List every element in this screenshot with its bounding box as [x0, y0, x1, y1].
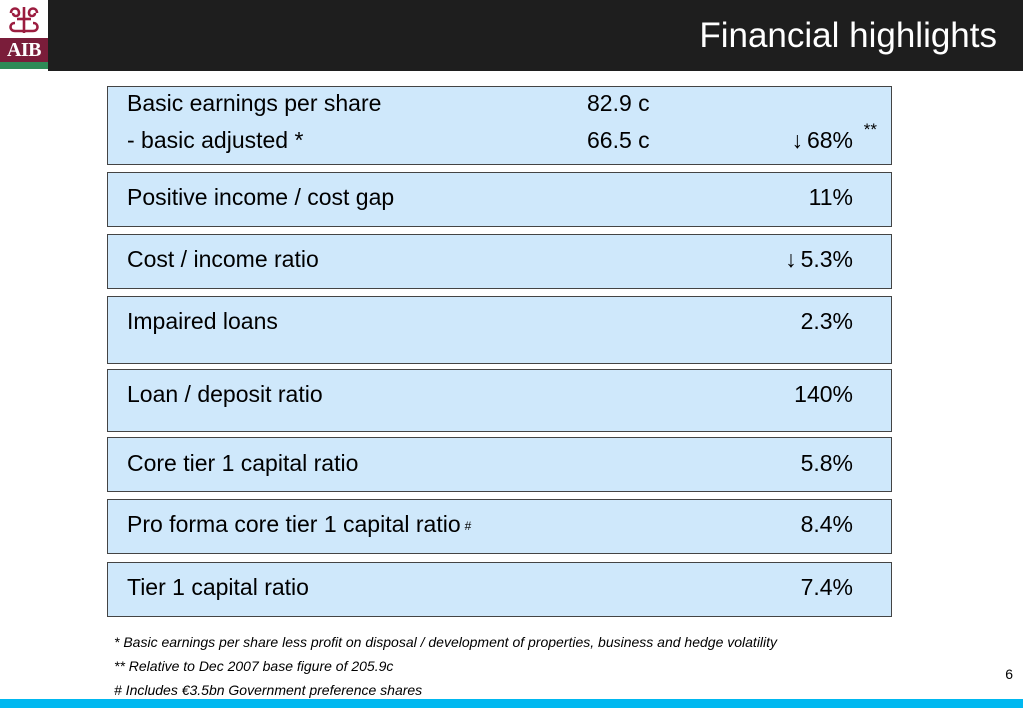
- metric-value: 5.3%: [800, 246, 853, 272]
- row-metric: 11%: [808, 184, 853, 210]
- bottom-accent-bar: [0, 699, 1023, 708]
- footnote-2: ** Relative to Dec 2007 base figure of 2…: [114, 658, 394, 674]
- down-arrow-icon: ↓: [785, 246, 797, 272]
- highlight-box-impaired-loans: Impaired loans 2.3%: [107, 296, 892, 364]
- row-label: Cost / income ratio: [127, 246, 319, 272]
- page-number: 6: [1005, 666, 1013, 682]
- row-core-tier1-ratio: Core tier 1 capital ratio 5.8%: [127, 450, 891, 476]
- footnote-ref: #: [464, 519, 472, 533]
- highlight-box-pro-forma: Pro forma core tier 1 capital ratio # 8.4…: [107, 499, 892, 554]
- row-cost-income-ratio: Cost / income ratio ↓ 5.3%: [127, 246, 891, 272]
- row-label: Impaired loans: [127, 308, 278, 334]
- row-label: Basic earnings per share: [127, 90, 382, 116]
- row-impaired-loans: Impaired loans 2.3%: [127, 308, 891, 334]
- highlight-box-cost-income: Cost / income ratio ↓ 5.3%: [107, 234, 892, 289]
- row-metric: 7.4%: [800, 574, 853, 600]
- row-label: Positive income / cost gap: [127, 184, 395, 210]
- footnote-ref: **: [863, 120, 877, 139]
- highlight-box-income-gap: Positive income / cost gap 11%: [107, 172, 892, 227]
- page-title: Financial highlights: [699, 16, 997, 55]
- row-metric: 2.3%: [800, 308, 853, 334]
- highlight-box-loan-deposit: Loan / deposit ratio 140%: [107, 369, 892, 432]
- row-label: Core tier 1 capital ratio: [127, 450, 359, 476]
- header-bar: AIB Financial highlights: [0, 0, 1023, 71]
- highlight-box-tier1: Tier 1 capital ratio 7.4%: [107, 562, 892, 617]
- change-value: 68%: [806, 127, 853, 153]
- row-value: 82.9 c: [587, 90, 650, 116]
- down-arrow-icon: ↓: [791, 127, 803, 153]
- row-label: Loan / deposit ratio: [127, 381, 323, 407]
- footnote-1: * Basic earnings per share less profit o…: [114, 634, 778, 650]
- row-income-cost-gap: Positive income / cost gap 11%: [127, 184, 891, 210]
- row-label: Pro forma core tier 1 capital ratio #: [127, 511, 471, 537]
- row-metric: 5.8%: [800, 450, 853, 476]
- row-label: - basic adjusted *: [127, 127, 304, 153]
- row-change: ↓ 68%: [791, 127, 853, 153]
- row-loan-deposit-ratio: Loan / deposit ratio 140%: [127, 381, 891, 407]
- row-label: Tier 1 capital ratio: [127, 574, 309, 600]
- row-metric: 140%: [794, 381, 853, 407]
- row-metric: ↓ 5.3%: [785, 246, 853, 272]
- label-text: Pro forma core tier 1 capital ratio: [127, 511, 461, 537]
- highlight-box-earnings: Basic earnings per share 82.9 c - basic …: [107, 86, 892, 165]
- row-pro-forma-core-tier1: Pro forma core tier 1 capital ratio # 8.4…: [127, 511, 891, 537]
- row-tier1-ratio: Tier 1 capital ratio 7.4%: [127, 574, 891, 600]
- row-metric: 8.4%: [800, 511, 853, 537]
- aib-logo: AIB: [0, 0, 48, 71]
- aib-crest-icon: [9, 7, 39, 33]
- row-value: 66.5 c: [587, 127, 650, 153]
- logo-stripe: [0, 62, 48, 69]
- footnote-3: # Includes €3.5bn Government preference …: [114, 682, 423, 698]
- logo-wordmark: AIB: [0, 38, 48, 62]
- row-basic-adjusted: - basic adjusted * 66.5 c ↓ 68% **: [127, 120, 891, 153]
- highlight-box-core-tier1: Core tier 1 capital ratio 5.8%: [107, 437, 892, 492]
- row-basic-eps: Basic earnings per share 82.9 c: [127, 90, 891, 116]
